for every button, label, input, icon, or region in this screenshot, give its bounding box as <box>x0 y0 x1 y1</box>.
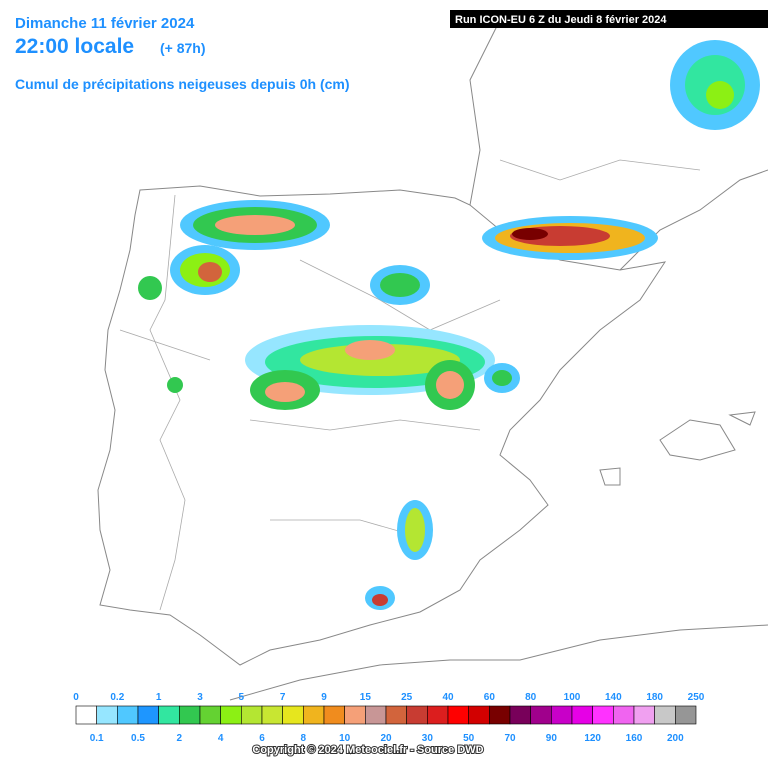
legend-swatch <box>385 705 407 725</box>
legend-swatch <box>117 705 139 725</box>
copyright: Copyright © 2024 Meteociel.fr - Source D… <box>252 744 483 756</box>
legend-swatch <box>75 705 97 725</box>
legend-swatch <box>489 705 511 725</box>
legend-swatch <box>323 705 345 725</box>
island <box>599 411 756 486</box>
legend-label: 140 <box>605 692 622 703</box>
legend-swatch <box>654 705 676 725</box>
legend-label: 8 <box>301 733 307 744</box>
run-box <box>450 10 768 28</box>
legend-swatch <box>199 705 221 725</box>
legend-label: 180 <box>646 692 663 703</box>
legend-swatch <box>509 705 531 725</box>
legend-label: 25 <box>401 692 413 703</box>
legend: 0 0.1 0.2 0.5 1 2 3 4 5 6 7 8 9 10 15 20 25 30 40 50 60 70 80 9… <box>73 692 705 744</box>
legend-swatch <box>447 705 469 725</box>
snow-areas <box>138 40 760 610</box>
legend-swatch <box>613 705 635 725</box>
legend-label: 60 <box>484 692 496 703</box>
legend-label: 0.5 <box>131 733 145 744</box>
legend-label: 4 <box>218 733 224 744</box>
legend-swatch <box>241 705 263 725</box>
legend-label: 15 <box>360 692 372 703</box>
time: 22:00 locale <box>15 35 134 58</box>
legend-swatch <box>675 705 697 725</box>
lead-time: (+ 87h) <box>160 40 206 56</box>
legend-swatch <box>303 705 325 725</box>
legend-swatch <box>179 705 201 725</box>
legend-swatch <box>551 705 573 725</box>
legend-label: 7 <box>280 692 286 703</box>
legend-swatch <box>633 705 655 725</box>
subtitle: Cumul de précipitations neigeuses depuis… <box>15 76 350 92</box>
coastline <box>229 624 768 701</box>
legend-label: 0.2 <box>110 692 124 703</box>
legend-swatch <box>261 705 283 725</box>
legend-label: 160 <box>626 733 643 744</box>
legend-swatch <box>406 705 428 725</box>
legend-swatch <box>282 705 304 725</box>
legend-label: 3 <box>197 692 203 703</box>
border <box>119 159 701 611</box>
legend-swatch <box>137 705 159 725</box>
legend-label: 70 <box>504 733 516 744</box>
legend-swatch <box>96 705 118 725</box>
legend-swatch <box>158 705 180 725</box>
legend-swatch <box>365 705 387 725</box>
legend-label: 0.1 <box>90 733 104 744</box>
legend-label: 20 <box>380 733 392 744</box>
legend-label: 40 <box>442 692 454 703</box>
legend-label: 90 <box>546 733 558 744</box>
legend-swatch <box>530 705 552 725</box>
legend-label: 200 <box>667 733 684 744</box>
legend-label: 5 <box>239 692 245 703</box>
legend-swatch <box>468 705 490 725</box>
legend-swatch <box>220 705 242 725</box>
legend-label: 2 <box>177 733 183 744</box>
legend-label: 0 <box>73 692 79 703</box>
legend-swatch <box>592 705 614 725</box>
date: Dimanche 11 février 2024 <box>15 15 195 32</box>
legend-swatch <box>571 705 593 725</box>
legend-label: 9 <box>321 692 327 703</box>
legend-label: 80 <box>525 692 537 703</box>
run-info: Run ICON-EU 6 Z du Jeudi 8 février 2024 <box>455 14 667 26</box>
legend-label: 1 <box>156 692 162 703</box>
legend-label: 100 <box>564 692 581 703</box>
legend-swatch <box>344 705 366 725</box>
legend-label: 50 <box>463 733 475 744</box>
legend-label: 30 <box>422 733 434 744</box>
legend-swatch <box>427 705 449 725</box>
legend-label: 10 <box>339 733 351 744</box>
legend-label: 6 <box>259 733 265 744</box>
legend-label: 120 <box>584 733 601 744</box>
legend-label: 250 <box>688 692 705 703</box>
